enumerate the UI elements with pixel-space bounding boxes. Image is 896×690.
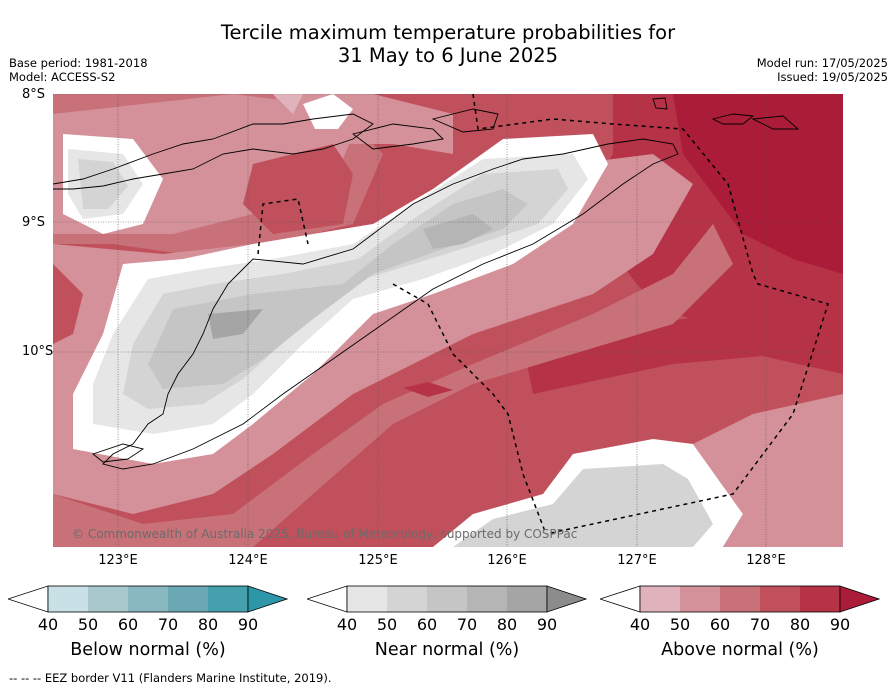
colorbar-swatch <box>88 586 128 612</box>
north-white-islet <box>303 94 353 129</box>
colorbar-swatch <box>48 586 88 612</box>
colorbar-swatch <box>720 586 760 612</box>
below-tick-90: 90 <box>237 615 259 634</box>
near-tick-40: 40 <box>336 615 358 634</box>
near-tick-50: 50 <box>376 615 398 634</box>
below-normal-colorbar <box>8 585 288 613</box>
north-dark-patch <box>243 144 353 234</box>
copyright-text: © Commonwealth of Australia 2025, Bureau… <box>72 527 578 541</box>
issued-text: Issued: 19/05/2025 <box>777 70 888 84</box>
lon-label-126e: 126°E <box>487 553 527 568</box>
model-run-text: Model run: 17/05/2025 <box>756 56 888 70</box>
below-tick-60: 60 <box>117 615 139 634</box>
near-tick-80: 80 <box>496 615 518 634</box>
wetar-coast <box>431 108 499 133</box>
above-normal-title: Above normal (%) <box>661 640 819 660</box>
se-light-pink <box>693 394 843 547</box>
below-tick-80: 80 <box>197 615 219 634</box>
alor-coast <box>351 123 444 150</box>
grid-lines <box>53 94 843 547</box>
eez-line-north <box>257 198 309 255</box>
colorbar-swatch <box>168 586 208 612</box>
colorbar-swatch <box>347 586 387 612</box>
eez-footer-note: -- -- -- EEZ border V11 (Flanders Marine… <box>9 671 332 685</box>
colorbar-swatch <box>128 586 168 612</box>
eez-line-west <box>392 283 547 535</box>
lon-label-124e: 124°E <box>228 553 268 568</box>
above-tick-90: 90 <box>829 615 851 634</box>
north-pink-islet <box>273 94 303 114</box>
colorbar-swatch <box>760 586 800 612</box>
lon-label-123e: 123°E <box>98 553 138 568</box>
colorbar-swatch <box>208 586 248 612</box>
small-dark-patch <box>403 382 453 397</box>
eez-border <box>257 94 829 535</box>
colorbar-lower-extension <box>8 585 49 613</box>
below-tick-70: 70 <box>157 615 179 634</box>
lat-label-10s: 10°S <box>22 344 54 359</box>
colorbar-swatch <box>507 586 547 612</box>
map-title-line1: Tercile maximum temperature probabilitie… <box>220 21 676 44</box>
probability-map <box>53 94 843 547</box>
colorbar-swatch <box>427 586 467 612</box>
map-title-line2: 31 May to 6 June 2025 <box>337 44 559 67</box>
near-normal-colorbar <box>307 585 587 613</box>
colorbar-upper-extension <box>247 585 288 613</box>
base-period-text: Base period: 1981-2018 <box>9 56 148 70</box>
small-islet-3 <box>751 115 800 130</box>
meta-left: Base period: 1981-2018 Model: ACCESS-S2 <box>9 56 148 84</box>
colorbar-swatch <box>387 586 427 612</box>
colorbar-lower-extension <box>600 585 641 613</box>
near-tick-90: 90 <box>536 615 558 634</box>
colorbar-lower-extension <box>307 585 348 613</box>
lat-label-9s: 9°S <box>22 215 46 230</box>
eez-line-main <box>472 94 829 535</box>
below-tick-50: 50 <box>77 615 99 634</box>
rote-coast <box>92 443 145 463</box>
near-tick-70: 70 <box>456 615 478 634</box>
above-tick-50: 50 <box>669 615 691 634</box>
meta-right: Model run: 17/05/2025 Issued: 19/05/2025 <box>757 56 888 84</box>
small-islet-1 <box>652 97 668 110</box>
colorbar-swatch <box>800 586 840 612</box>
colorbar-swatch <box>680 586 720 612</box>
model-text: Model: ACCESS-S2 <box>9 70 116 84</box>
east-dark-band <box>523 294 843 394</box>
ne-darkest-region <box>673 94 843 274</box>
se-grey-patch <box>453 464 713 547</box>
colorbar-swatch <box>467 586 507 612</box>
above-tick-60: 60 <box>709 615 731 634</box>
timor-coast <box>102 138 679 470</box>
near-normal-grey-80 <box>208 309 263 339</box>
lon-label-125e: 125°E <box>358 553 398 568</box>
below-tick-40: 40 <box>37 615 59 634</box>
above-normal-colorbar <box>600 585 880 613</box>
above-tick-40: 40 <box>629 615 651 634</box>
above-tick-80: 80 <box>789 615 811 634</box>
lon-label-128e: 128°E <box>746 553 786 568</box>
colorbar-upper-extension <box>839 585 880 613</box>
small-islet-2 <box>711 113 755 125</box>
coastlines <box>53 97 800 470</box>
below-normal-title: Below normal (%) <box>70 640 226 660</box>
sw-corner-dark <box>53 264 83 344</box>
near-normal-title: Near normal (%) <box>374 640 520 660</box>
near-tick-60: 60 <box>416 615 438 634</box>
lon-label-127e: 127°E <box>617 553 657 568</box>
lat-label-8s: 8°S <box>22 87 46 102</box>
colorbar-upper-extension <box>546 585 587 613</box>
near-normal-grey-70 <box>423 214 493 249</box>
colorbar-swatch <box>640 586 680 612</box>
above-tick-70: 70 <box>749 615 771 634</box>
